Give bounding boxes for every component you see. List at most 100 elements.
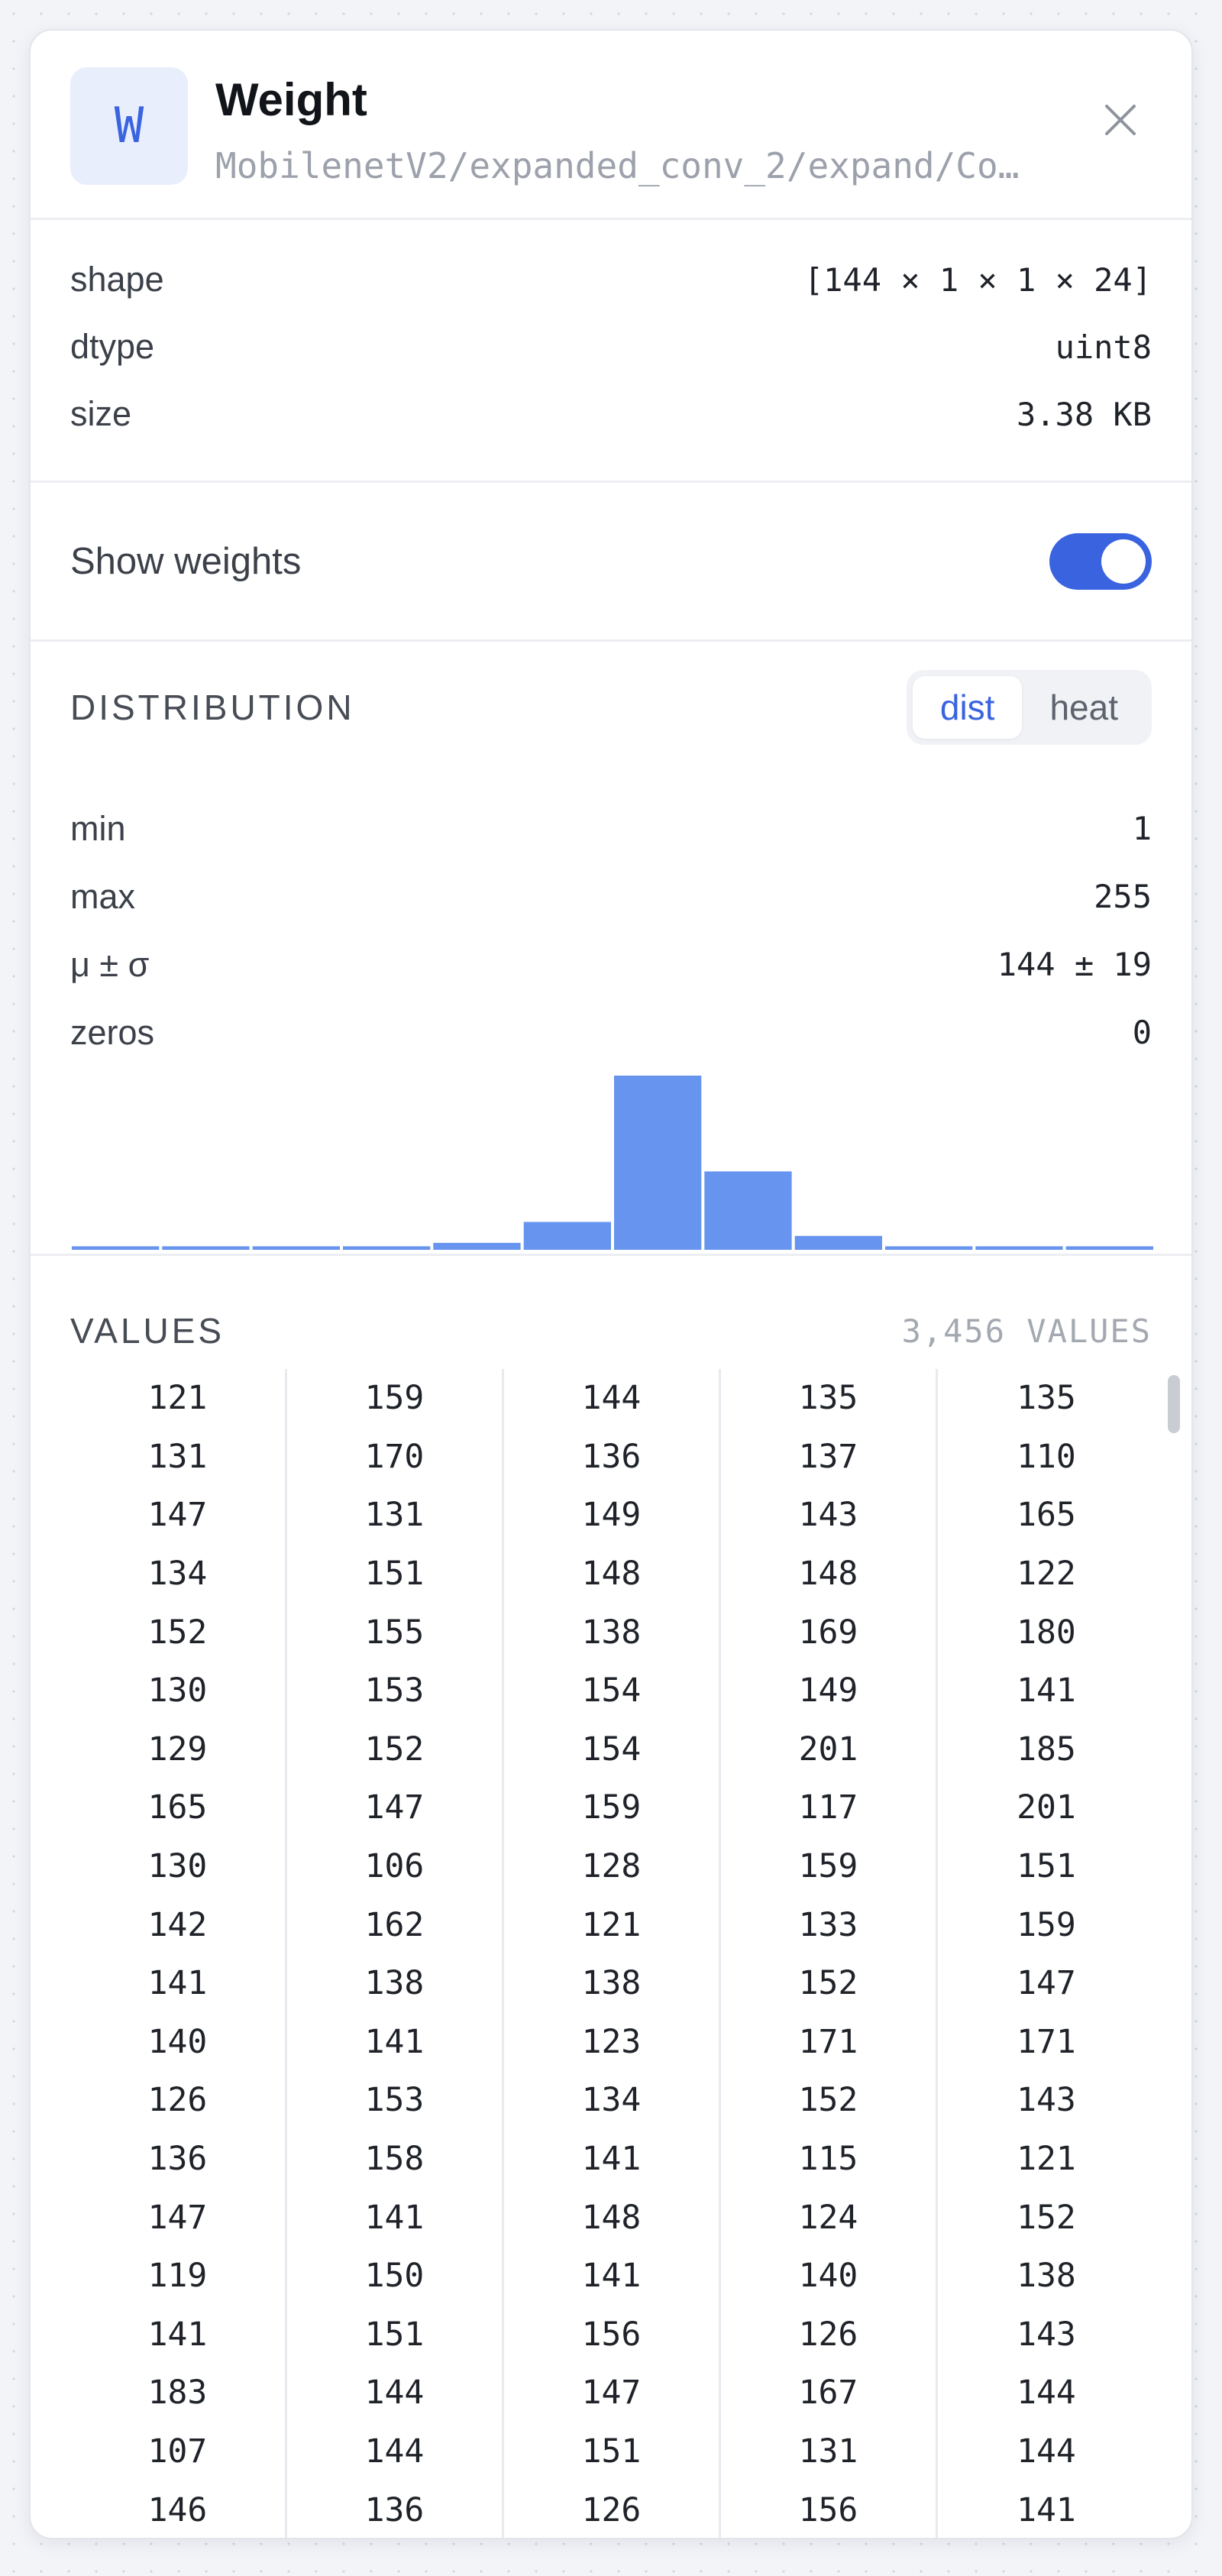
values-header: VALUES 3,456 VALUES — [70, 1300, 1152, 1361]
value-cell: 170 — [364, 1437, 425, 1476]
value-cell: 129 — [147, 1730, 208, 1769]
value-cell: 143 — [798, 1496, 858, 1535]
property-value: [144 × 1 × 1 × 24] — [803, 261, 1152, 299]
value-cell: 151 — [364, 1555, 425, 1594]
view-option-dist[interactable]: dist — [912, 676, 1023, 739]
distribution-section: DISTRIBUTION dist heat min 1 max 255 μ ±… — [31, 642, 1191, 1256]
value-cell: 133 — [798, 1905, 858, 1944]
value-cell: 142 — [147, 1905, 208, 1944]
value-cell: 159 — [798, 1847, 858, 1886]
value-cell: 144 — [1017, 2374, 1076, 2413]
value-cell: 122 — [1017, 1555, 1076, 1594]
value-cell: 167 — [798, 2374, 858, 2413]
value-cell: 146 — [147, 2490, 208, 2529]
value-cell: 144 — [581, 1379, 642, 1418]
property-value: 3.38 KB — [1016, 395, 1152, 433]
value-cell: 141 — [581, 2257, 642, 2296]
value-cell: 140 — [147, 2022, 208, 2061]
tensor-path: MobilenetV2/expanded_conv_2/expand/Co… — [215, 145, 1020, 186]
histogram-bar-b2 — [162, 1246, 250, 1250]
value-cell: 159 — [581, 1788, 642, 1827]
histogram-bar-b3 — [252, 1246, 340, 1250]
stat-row-zeros: zeros 0 — [31, 998, 1191, 1066]
properties-section: shape [144 × 1 × 1 × 24] dtype uint8 siz… — [31, 220, 1191, 483]
value-cell: 171 — [1017, 2022, 1076, 2061]
stat-key: zeros — [70, 1012, 155, 1052]
value-cell: 141 — [364, 2022, 425, 2061]
value-cell: 153 — [364, 1671, 425, 1710]
value-cell: 136 — [581, 1437, 642, 1476]
value-cell: 121 — [147, 1379, 208, 1418]
value-cell: 147 — [147, 1496, 208, 1535]
value-cell: 141 — [1017, 2490, 1076, 2529]
values-column: 135 110 165 122 180 141 185 201 151 159 147 171 143 1… — [938, 1369, 1155, 2538]
show-weights-toggle[interactable] — [1049, 532, 1152, 590]
value-cell: 152 — [798, 1964, 858, 2003]
value-cell: 148 — [581, 2198, 642, 2237]
value-cell: 144 — [364, 2374, 425, 2413]
value-cell: 169 — [798, 1613, 858, 1652]
value-cell: 126 — [147, 2081, 208, 2120]
close-button[interactable] — [1095, 95, 1146, 145]
value-cell: 137 — [798, 1437, 858, 1476]
histogram-bar-b1 — [72, 1246, 160, 1250]
histogram-bar-b12 — [1065, 1246, 1153, 1250]
histogram-bar-b9 — [794, 1235, 882, 1250]
value-cell: 131 — [364, 1496, 425, 1535]
show-weights-section: Show weights — [31, 483, 1191, 642]
value-cell: 156 — [581, 2315, 642, 2354]
value-cell: 153 — [364, 2081, 425, 2120]
stats-list: min 1 max 255 μ ± σ 144 ± 19 zeros 0 — [31, 794, 1191, 1066]
values-scrollbar[interactable] — [1168, 1375, 1180, 1433]
value-cell: 165 — [147, 1788, 208, 1827]
histogram-bar-b6 — [523, 1222, 611, 1250]
value-cell: 147 — [147, 2198, 208, 2237]
value-cell: 138 — [581, 1964, 642, 2003]
value-cell: 131 — [798, 2432, 858, 2471]
values-grid[interactable]: 121 131 147 134 152 130 129 165 130 142 141 140 126 1… — [70, 1369, 1155, 2538]
value-cell: 141 — [147, 1964, 208, 2003]
stat-row-min: min 1 — [31, 794, 1191, 862]
property-value: uint8 — [1055, 328, 1152, 366]
value-cell: 136 — [364, 2490, 425, 2529]
value-cell: 156 — [798, 2490, 858, 2529]
value-cell: 185 — [1017, 1730, 1076, 1769]
value-cell: 141 — [1017, 1671, 1076, 1710]
toggle-knob — [1101, 539, 1146, 584]
value-cell: 121 — [581, 1905, 642, 1944]
stat-value: 1 — [1132, 810, 1152, 847]
value-cell: 158 — [364, 2140, 425, 2179]
value-cell: 140 — [798, 2257, 858, 2296]
weight-panel: W Weight MobilenetV2/expanded_conv_2/exp… — [29, 29, 1193, 2539]
value-cell: 128 — [581, 1847, 642, 1886]
value-cell: 138 — [1017, 2257, 1076, 2296]
distribution-title: DISTRIBUTION — [70, 688, 355, 727]
value-cell: 152 — [147, 1613, 208, 1652]
value-cell: 152 — [1017, 2198, 1076, 2237]
value-cell: 201 — [798, 1730, 858, 1769]
value-cell: 151 — [364, 2315, 425, 2354]
stat-key: μ ± σ — [70, 944, 150, 984]
value-cell: 159 — [1017, 1905, 1076, 1944]
value-cell: 149 — [798, 1671, 858, 1710]
property-row-size: size 3.38 KB — [31, 380, 1191, 448]
view-option-heat[interactable]: heat — [1049, 688, 1118, 727]
histogram-bar-b5 — [433, 1242, 521, 1250]
values-column: 159 170 131 151 155 153 152 147 106 162 138 141 153 1… — [287, 1369, 504, 2538]
histogram-bar-b8 — [704, 1171, 792, 1250]
property-key: shape — [70, 260, 164, 299]
property-key: size — [70, 394, 132, 433]
value-cell: 126 — [798, 2315, 858, 2354]
value-cell: 138 — [364, 1964, 425, 2003]
stat-row-mean-std: μ ± σ 144 ± 19 — [31, 930, 1191, 998]
histogram-bar-b7 — [614, 1076, 702, 1250]
stat-row-max: max 255 — [31, 862, 1191, 930]
value-cell: 135 — [1017, 1379, 1076, 1418]
value-cell: 136 — [147, 2140, 208, 2179]
value-cell: 171 — [798, 2022, 858, 2061]
value-cell: 130 — [147, 1671, 208, 1710]
values-column: 121 131 147 134 152 130 129 165 130 142 141 140 126 1… — [70, 1369, 287, 2538]
value-cell: 141 — [147, 2315, 208, 2354]
property-row-shape: shape [144 × 1 × 1 × 24] — [31, 246, 1191, 313]
value-cell: 159 — [364, 1379, 425, 1418]
